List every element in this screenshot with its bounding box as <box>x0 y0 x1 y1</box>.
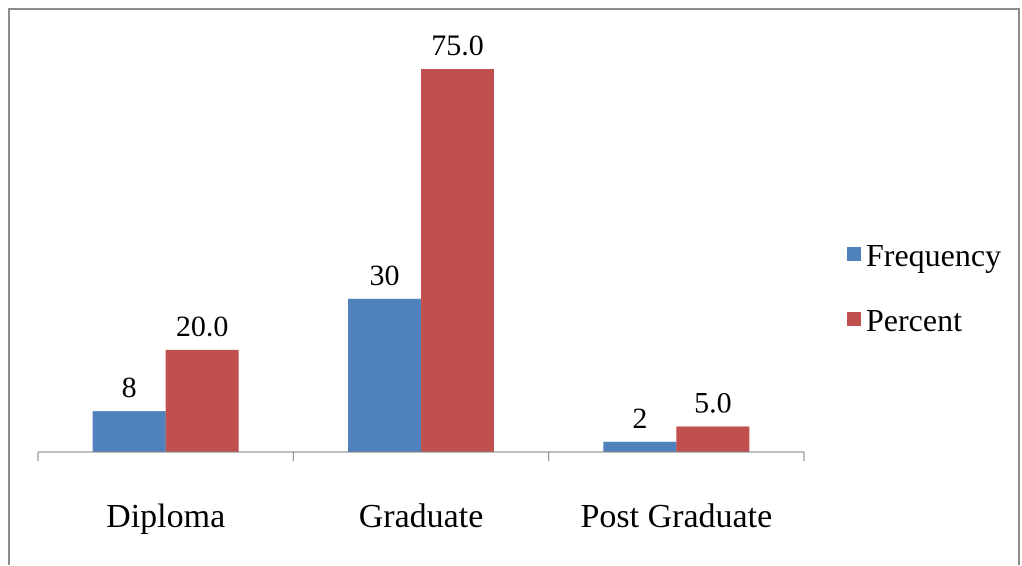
category-labels-layer: Diploma Graduate Post Graduate <box>106 498 772 535</box>
category-label-graduate: Graduate <box>359 498 484 535</box>
data-label-frequency-post-graduate: 2 <box>632 402 647 435</box>
x-axis <box>37 451 805 461</box>
legend-label-percent: Percent <box>866 302 962 338</box>
data-label-frequency-diploma: 8 <box>122 371 137 404</box>
bar-percent-diploma <box>165 349 239 452</box>
legend-swatch-frequency <box>847 247 861 261</box>
bar-frequency-diploma <box>92 411 166 452</box>
data-label-percent-diploma: 20.0 <box>176 310 229 343</box>
data-label-percent-graduate: 75.0 <box>431 29 484 62</box>
legend: Frequency Percent <box>847 237 1001 338</box>
bars-layer <box>92 69 750 452</box>
bar-percent-graduate <box>421 69 494 452</box>
data-label-percent-post-graduate: 5.0 <box>694 386 732 419</box>
bar-frequency-post-graduate <box>603 441 677 452</box>
category-label-diploma: Diploma <box>106 498 225 535</box>
legend-label-frequency: Frequency <box>866 237 1001 273</box>
data-label-frequency-graduate: 30 <box>370 259 400 292</box>
category-label-post-graduate: Post Graduate <box>580 498 772 535</box>
legend-swatch-percent <box>847 312 861 326</box>
bar-percent-post-graduate <box>676 426 750 452</box>
value-labels-layer: 8 20.0 30 75.0 2 5.0 <box>122 29 732 435</box>
bar-frequency-graduate <box>348 298 421 452</box>
chart-frame <box>8 8 1020 565</box>
